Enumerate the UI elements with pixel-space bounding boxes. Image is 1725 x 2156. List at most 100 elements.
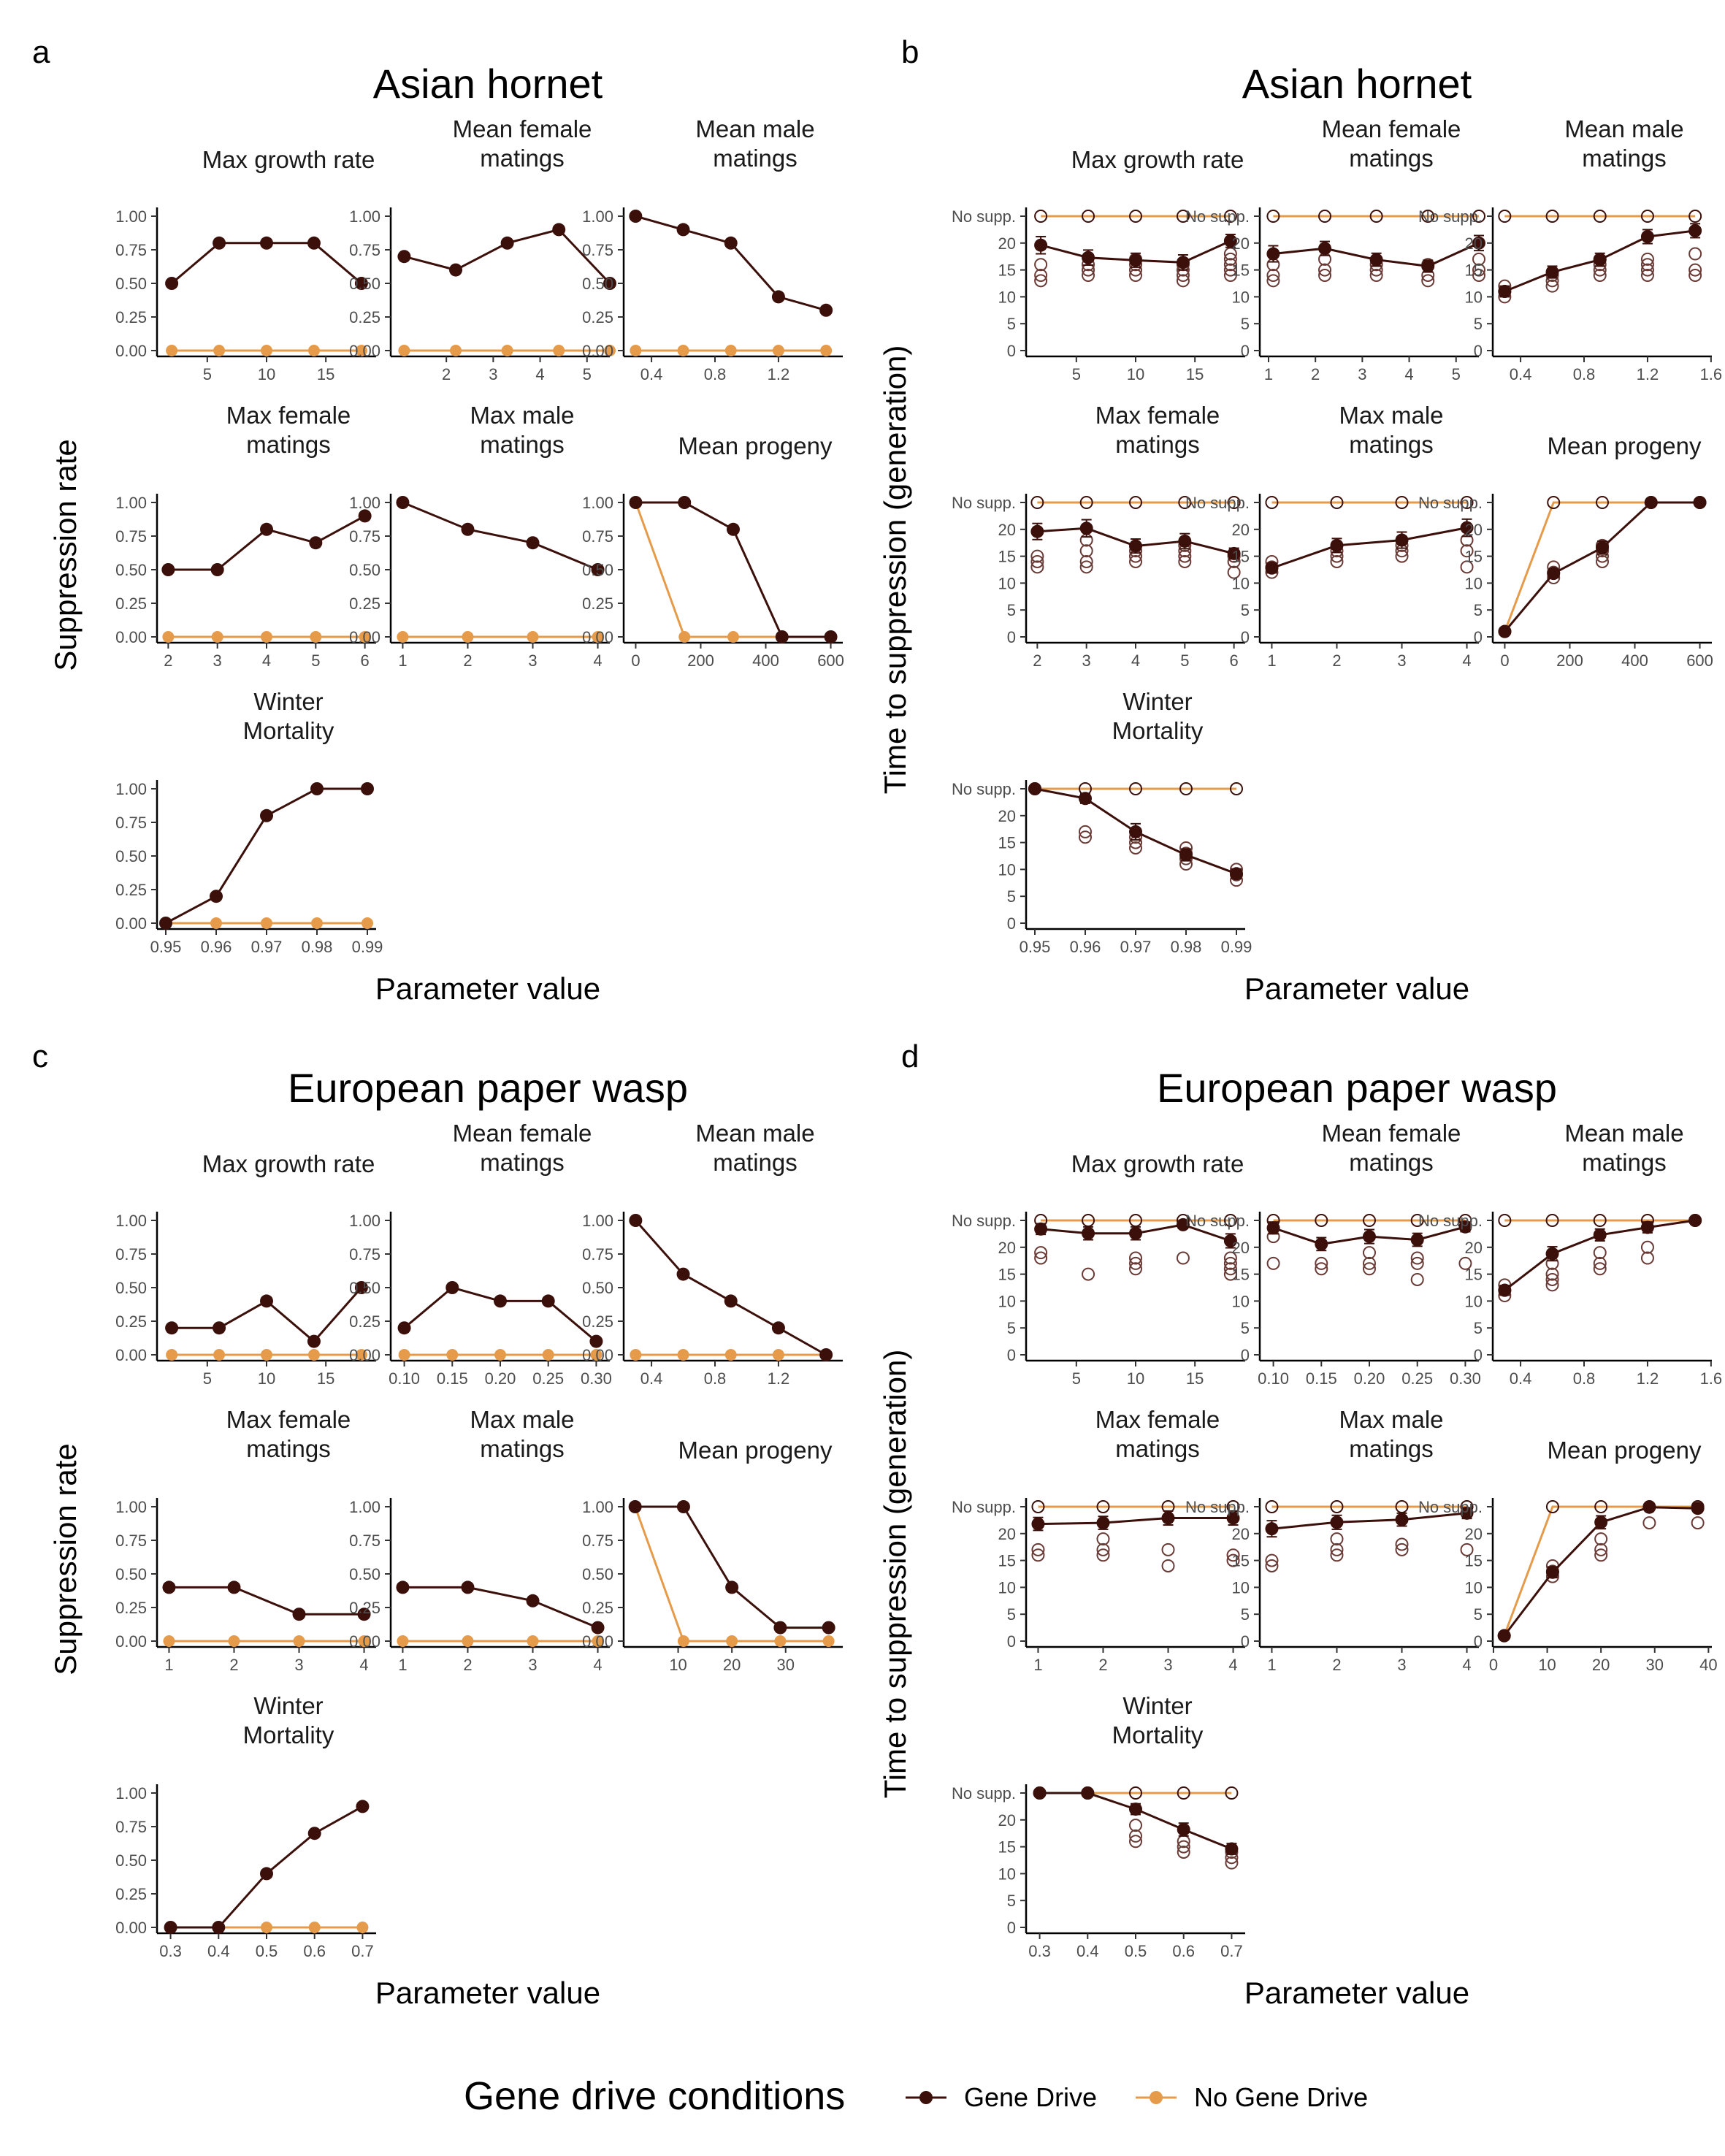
gene-drive-point <box>676 1267 690 1281</box>
y-tick-label: 0.00 <box>115 1632 147 1651</box>
replicate-point <box>1223 258 1237 272</box>
replicate-point <box>1363 1262 1376 1276</box>
y-tick-label: 0.25 <box>115 1312 147 1331</box>
gene-drive-point <box>1034 238 1048 252</box>
no-gene-drive-point <box>166 1349 178 1361</box>
y-tick-label: 20 <box>1232 1239 1250 1257</box>
y-tick-label: 10 <box>1465 1292 1483 1310</box>
no-gene-drive-line <box>634 1506 829 1643</box>
x-axis-title: Parameter value <box>375 1976 600 2010</box>
gene-drive-point <box>1460 521 1474 535</box>
gene-drive-point <box>1644 496 1658 509</box>
replicate-point <box>1596 554 1609 568</box>
y-tick-label: 1.00 <box>115 780 147 798</box>
x-tick-label: 0.15 <box>1306 1369 1337 1388</box>
replicate-point <box>1410 1272 1424 1286</box>
replicate-point <box>1079 554 1093 568</box>
x-tick-label: 3 <box>1397 1656 1406 1674</box>
facet-label: matings <box>1349 431 1434 458</box>
no-gene-drive-point <box>1421 210 1435 223</box>
replicate-point <box>1031 1543 1045 1556</box>
replicate-point <box>1691 1516 1705 1530</box>
y-tick-label: 0.00 <box>349 1632 380 1651</box>
no-gene-drive-point <box>307 345 320 356</box>
gene-drive-point <box>1410 1233 1424 1247</box>
y-tick-label: 5 <box>1007 601 1016 619</box>
y-tick-label: 0.25 <box>115 1885 147 1903</box>
y-tick-label: No supp. <box>952 494 1016 512</box>
y-tick-label: 1.00 <box>349 494 380 512</box>
facet: Mean progeny 0 5 10 15 20 No supp. 0 200 400 600 <box>1418 432 1713 670</box>
x-tick-label: 600 <box>817 651 844 670</box>
no-gene-drive-point <box>362 917 373 929</box>
x-tick-label: 5 <box>1180 651 1189 670</box>
y-tick-label: 20 <box>998 234 1016 253</box>
no-gene-drive-point <box>359 631 371 643</box>
replicate-point <box>1082 1267 1095 1281</box>
x-tick-label: 0 <box>631 651 640 670</box>
y-tick-label: 15 <box>1465 261 1483 280</box>
facet-label: Max growth rate <box>1071 1150 1244 1177</box>
gene-drive-point <box>1318 242 1332 256</box>
no-gene-drive-point <box>1410 1214 1424 1227</box>
gene-drive-point <box>1688 1214 1702 1227</box>
no-gene-drive-point <box>1594 1500 1608 1513</box>
replicate-point <box>1226 1548 1240 1562</box>
x-tick-label: 0.95 <box>1020 938 1051 956</box>
gene-drive-point <box>260 522 273 536</box>
y-tick-label: 0.75 <box>115 1818 147 1836</box>
facet-label: matings <box>480 1149 565 1176</box>
replicate-point <box>1223 1256 1237 1270</box>
x-tick-label: 0.20 <box>485 1369 516 1388</box>
y-tick-label: 5 <box>1474 1319 1483 1337</box>
gene-drive-point <box>1230 867 1243 881</box>
no-gene-drive-point <box>1082 1214 1095 1227</box>
replicate-point <box>1266 274 1280 288</box>
no-gene-drive-point <box>1179 782 1193 795</box>
y-tick-label: 20 <box>998 1525 1016 1543</box>
replicate-point <box>1545 1267 1559 1281</box>
facet-label: Mean female <box>1322 1120 1461 1147</box>
facet-label: Winter <box>1122 688 1192 715</box>
gene-drive-line <box>1271 527 1467 570</box>
no-gene-drive-point <box>1227 496 1241 509</box>
y-tick-label: 15 <box>998 1552 1016 1570</box>
facet-label: Mean progeny <box>678 1437 833 1464</box>
x-tick-label: 2 <box>1311 365 1320 383</box>
x-tick-label: 0.8 <box>1573 1369 1596 1388</box>
x-tick-label: 0.30 <box>581 1369 612 1388</box>
y-tick-label: 0.50 <box>115 275 147 293</box>
facet-label: Max female <box>226 1406 351 1433</box>
no-gene-drive-point <box>1129 782 1142 795</box>
x-tick-label: 0.7 <box>351 1942 374 1960</box>
y-tick-label: 0.00 <box>349 342 380 360</box>
facet-label: Mortality <box>1112 717 1204 744</box>
y-tick-label: 5 <box>1474 1605 1483 1624</box>
gene-drive-point <box>307 1334 321 1348</box>
replicate-point <box>1176 274 1190 288</box>
gene-drive-point <box>1498 624 1512 638</box>
gene-drive-point <box>1129 1803 1142 1816</box>
gene-drive-point <box>260 1867 273 1881</box>
no-gene-drive-point <box>822 1635 835 1647</box>
y-tick-label: 0 <box>1007 1632 1016 1651</box>
y-tick-label: 20 <box>998 1239 1016 1257</box>
gene-drive-point <box>1265 561 1279 575</box>
x-tick-label: 5 <box>1452 365 1461 383</box>
facet: Max growth rate 0.00 0.25 0.50 0.75 1.00 5 10 15 <box>115 1150 376 1388</box>
facet-label: matings <box>1582 145 1667 172</box>
facet: Mean male matings 0.00 0.25 0.50 0.75 1.00 0.4 0… <box>582 115 843 383</box>
no-gene-drive-point <box>310 631 322 643</box>
gene-drive-point <box>461 522 475 536</box>
replicate-point <box>1593 268 1607 282</box>
gene-drive-point <box>213 1321 226 1335</box>
panel-title: European paper wasp <box>288 1065 688 1111</box>
no-gene-drive-point <box>1030 496 1044 509</box>
gene-drive-point <box>1082 1226 1095 1240</box>
x-tick-label: 0.4 <box>1510 365 1532 383</box>
y-tick-label: 5 <box>1007 315 1016 333</box>
gene-drive-point <box>676 1500 690 1513</box>
